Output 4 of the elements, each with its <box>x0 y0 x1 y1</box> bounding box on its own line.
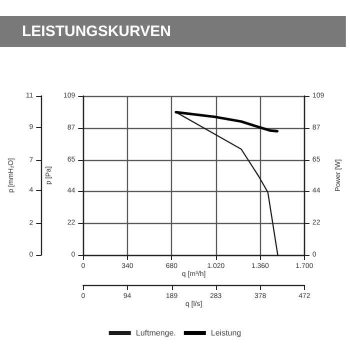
legend-label: Leistung <box>210 328 242 338</box>
legend-label: Luftmenge. <box>136 328 176 338</box>
chart-title: LEISTUNGSKURVEN <box>22 23 171 40</box>
line-series <box>174 110 279 132</box>
